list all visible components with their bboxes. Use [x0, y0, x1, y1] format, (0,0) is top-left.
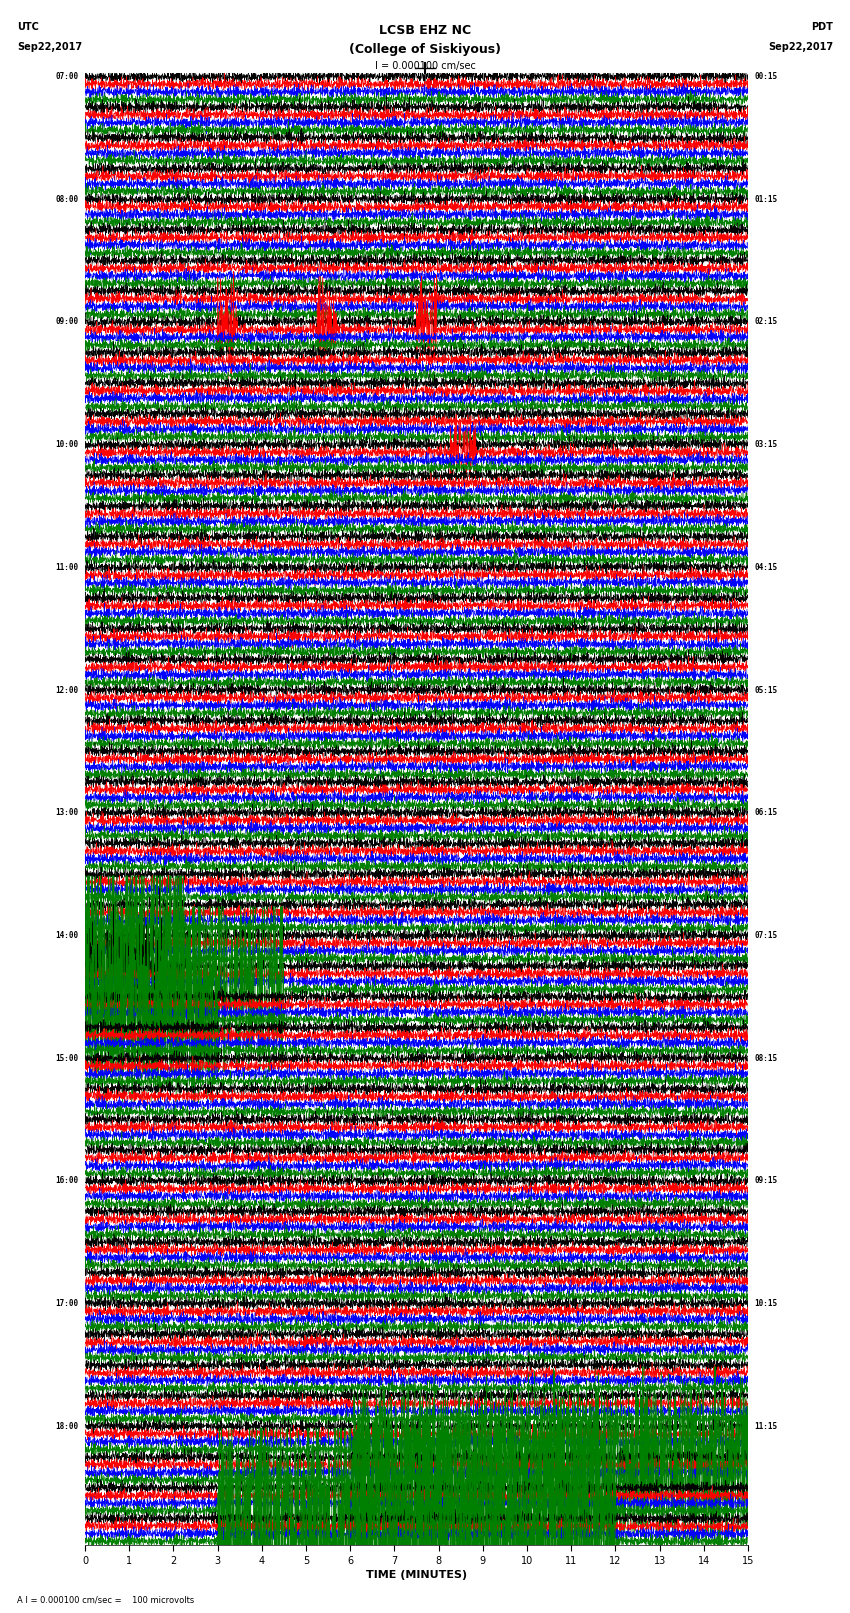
- Text: 07:00: 07:00: [55, 73, 78, 81]
- Text: 08:00: 08:00: [55, 195, 78, 203]
- Text: Sep22,2017: Sep22,2017: [768, 42, 833, 52]
- Text: 09:00: 09:00: [55, 318, 78, 326]
- Text: 10:15: 10:15: [755, 1298, 778, 1308]
- Text: 07:15: 07:15: [755, 931, 778, 940]
- Text: 11:15: 11:15: [755, 1423, 778, 1431]
- Text: 11:00: 11:00: [55, 563, 78, 573]
- Text: 08:15: 08:15: [755, 1053, 778, 1063]
- Text: (College of Siskiyous): (College of Siskiyous): [349, 44, 501, 56]
- Text: 04:15: 04:15: [755, 563, 778, 573]
- Text: 10:00: 10:00: [55, 440, 78, 448]
- Text: 18:00: 18:00: [55, 1423, 78, 1431]
- Text: 12:00: 12:00: [55, 686, 78, 695]
- Text: 01:15: 01:15: [755, 195, 778, 203]
- Text: 16:00: 16:00: [55, 1176, 78, 1186]
- Text: I = 0.000100 cm/sec: I = 0.000100 cm/sec: [375, 61, 475, 71]
- Text: 09:15: 09:15: [755, 1176, 778, 1186]
- Text: 06:15: 06:15: [755, 808, 778, 818]
- Text: LCSB EHZ NC: LCSB EHZ NC: [379, 24, 471, 37]
- Text: 00:15: 00:15: [755, 73, 778, 81]
- Text: UTC: UTC: [17, 23, 39, 32]
- Text: 17:00: 17:00: [55, 1298, 78, 1308]
- X-axis label: TIME (MINUTES): TIME (MINUTES): [366, 1569, 467, 1579]
- Text: Sep22,2017: Sep22,2017: [17, 42, 82, 52]
- Text: 02:15: 02:15: [755, 318, 778, 326]
- Text: 05:15: 05:15: [755, 686, 778, 695]
- Text: 13:00: 13:00: [55, 808, 78, 818]
- Text: A I = 0.000100 cm/sec =    100 microvolts: A I = 0.000100 cm/sec = 100 microvolts: [17, 1595, 195, 1605]
- Text: 15:00: 15:00: [55, 1053, 78, 1063]
- Text: 03:15: 03:15: [755, 440, 778, 448]
- Text: 14:00: 14:00: [55, 931, 78, 940]
- Text: PDT: PDT: [811, 23, 833, 32]
